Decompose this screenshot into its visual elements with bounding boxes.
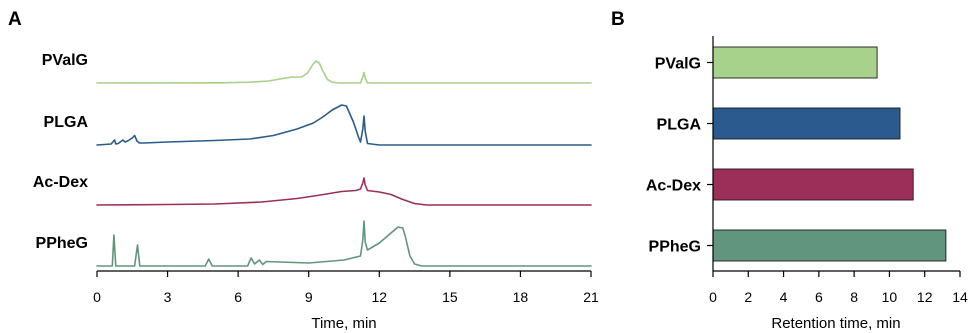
time-tick-label: 18 [513,289,529,305]
bar-ppheg [712,229,947,262]
retention-tick-label: 0 [709,289,717,305]
bar-group: PValG PLGA Ac-Dex PPheG [646,46,947,262]
trace-pvalg [96,60,592,84]
category-label-ac-dex: Ac-Dex [646,178,701,195]
category-label-ppheg: PPheG [649,239,701,256]
bar-plga [712,107,901,140]
bar-pvalg [712,46,878,79]
trace-plga [96,104,592,146]
trace-label-pvalg: PValG [42,52,88,69]
trace-label-plga: PLGA [44,114,89,131]
time-tick-label: 9 [305,289,313,305]
category-label-pvalg: PValG [655,56,701,73]
trace-ac-dex [96,177,592,206]
retention-tick-label: 4 [780,289,788,305]
panel-a-letter: A [8,9,22,30]
retention-tick-label: 6 [815,289,823,305]
panel-b-letter: B [611,9,625,30]
bar-ac-dex [712,168,914,201]
retention-tick-label: 2 [744,289,752,305]
panel-a: A PValG PLGA Ac-Dex PPheG 0 3 6 9 12 15 18 21 Time… [8,9,599,332]
category-label-plga: PLGA [657,117,702,134]
trace-label-ppheg: PPheG [36,235,88,252]
trace-ppheg [96,220,592,267]
retention-tick-label: 8 [850,289,858,305]
time-tick-label: 3 [164,289,172,305]
time-tick-label: 12 [371,289,387,305]
retention-axis: 0 2 4 6 8 10 12 14 [707,36,968,305]
time-tick-label: 6 [234,289,242,305]
time-tick-label: 15 [442,289,458,305]
trace-label-ac-dex: Ac-Dex [33,174,88,191]
time-tick-label: 0 [93,289,101,305]
trace-group: PValG PLGA Ac-Dex PPheG [33,52,592,267]
time-axis-title: Time, min [311,315,376,332]
panel-b: B PValG PLGA Ac-Dex PPheG 0 2 4 6 8 10 12 14 Reten… [611,9,968,332]
retention-tick-label: 10 [882,289,898,305]
retention-tick-label: 12 [917,289,933,305]
time-tick-label: 21 [583,289,599,305]
retention-axis-title: Retention time, min [771,315,900,332]
retention-tick-label: 14 [952,289,968,305]
time-axis: 0 3 6 9 12 15 18 21 [93,270,599,305]
